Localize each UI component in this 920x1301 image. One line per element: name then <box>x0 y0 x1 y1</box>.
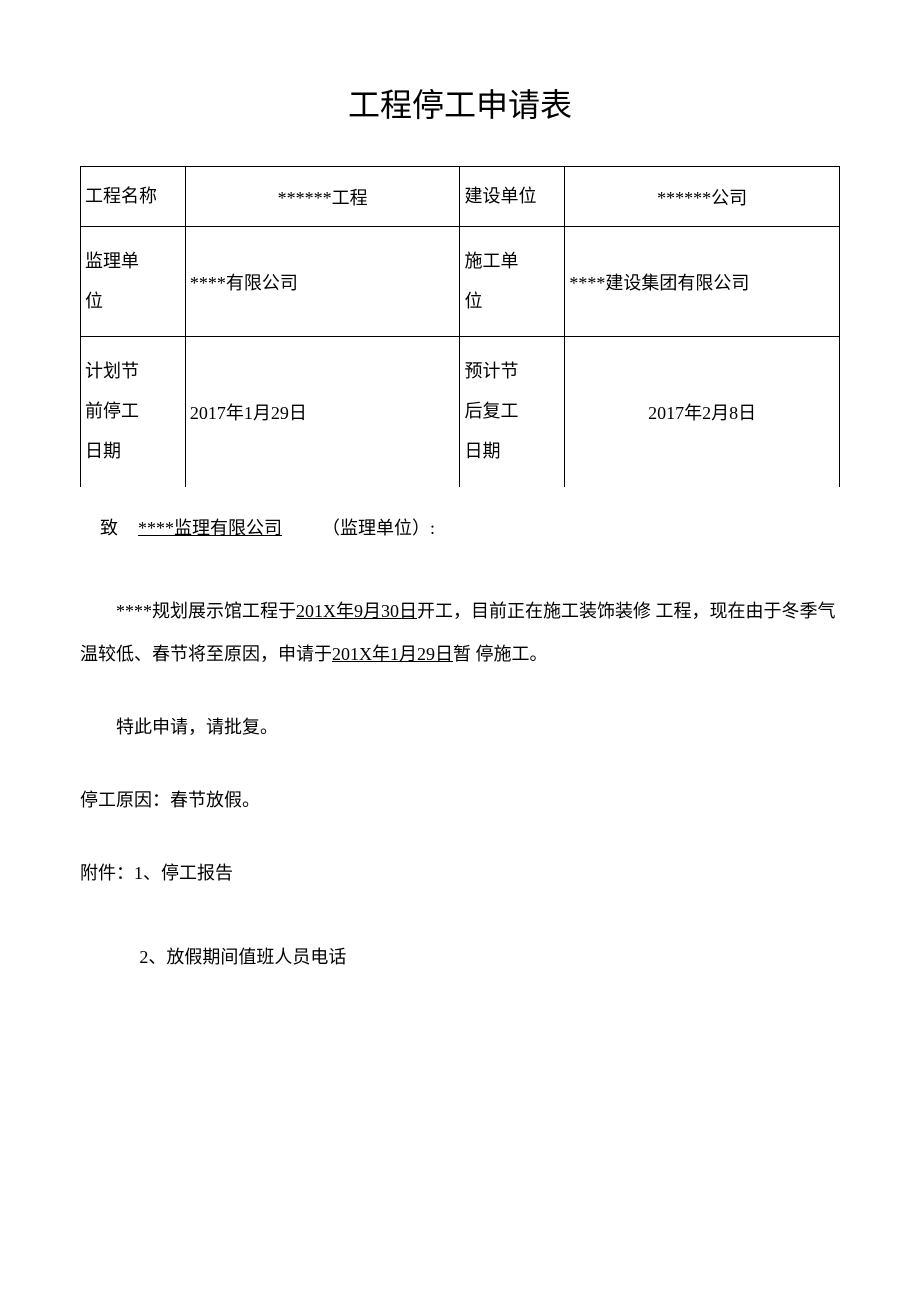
document-body: 致 ****监理有限公司 （监理单位）: ****规划展示馆工程于201X年9月30… <box>80 507 840 979</box>
label-project-name: 工程名称 <box>81 167 186 227</box>
para1-text-a: ****规划展示馆工程于 <box>116 601 296 621</box>
para1-text-c: 暂 停施工。 <box>453 644 548 664</box>
label-supervision-unit: 监理单位 <box>81 227 186 337</box>
attachment-2: 2、放假期间值班人员电话 <box>80 936 840 979</box>
label-planned-stop-date: 计划节前停工日期 <box>81 337 186 487</box>
label-contractor-unit: 施工单位 <box>460 227 565 337</box>
document-title: 工程停工申请表 <box>80 80 840 126</box>
to-prefix: 致 <box>100 518 118 538</box>
attachment-1: 附件：1、停工报告 <box>80 852 840 895</box>
to-suffix: （监理单位）: <box>322 518 435 538</box>
value-supervision-unit: ****有限公司 <box>185 227 460 337</box>
value-contractor-unit: ****建设集团有限公司 <box>565 227 840 337</box>
paragraph-2: 特此申请，请批复。 <box>80 706 840 749</box>
addressee-line: 致 ****监理有限公司 （监理单位）: <box>80 507 840 550</box>
to-company: ****监理有限公司 <box>138 518 282 538</box>
value-construction-unit: ******公司 <box>565 167 840 227</box>
label-expected-resume-date: 预计节后复工日期 <box>460 337 565 487</box>
table-row-3: 计划节前停工日期 2017年1月29日 预计节后复工日期 2017年2月8日 <box>81 337 840 487</box>
value-expected-resume-date: 2017年2月8日 <box>565 337 840 487</box>
table-row-1: 工程名称 ******工程 建设单位 ******公司 <box>81 167 840 227</box>
value-project-name: ******工程 <box>185 167 460 227</box>
para1-date2: 201X年1月29日 <box>332 644 453 664</box>
stop-reason: 停工原因：春节放假。 <box>80 779 840 822</box>
paragraph-1: ****规划展示馆工程于201X年9月30日开工，目前正在施工装饰装修 工程，现… <box>80 590 840 676</box>
table-row-2: 监理单位 ****有限公司 施工单位 ****建设集团有限公司 <box>81 227 840 337</box>
value-planned-stop-date: 2017年1月29日 <box>185 337 460 487</box>
label-construction-unit: 建设单位 <box>460 167 565 227</box>
para1-date1: 201X年9月30日 <box>296 601 417 621</box>
application-table: 工程名称 ******工程 建设单位 ******公司 监理单位 ****有限公… <box>80 166 840 487</box>
